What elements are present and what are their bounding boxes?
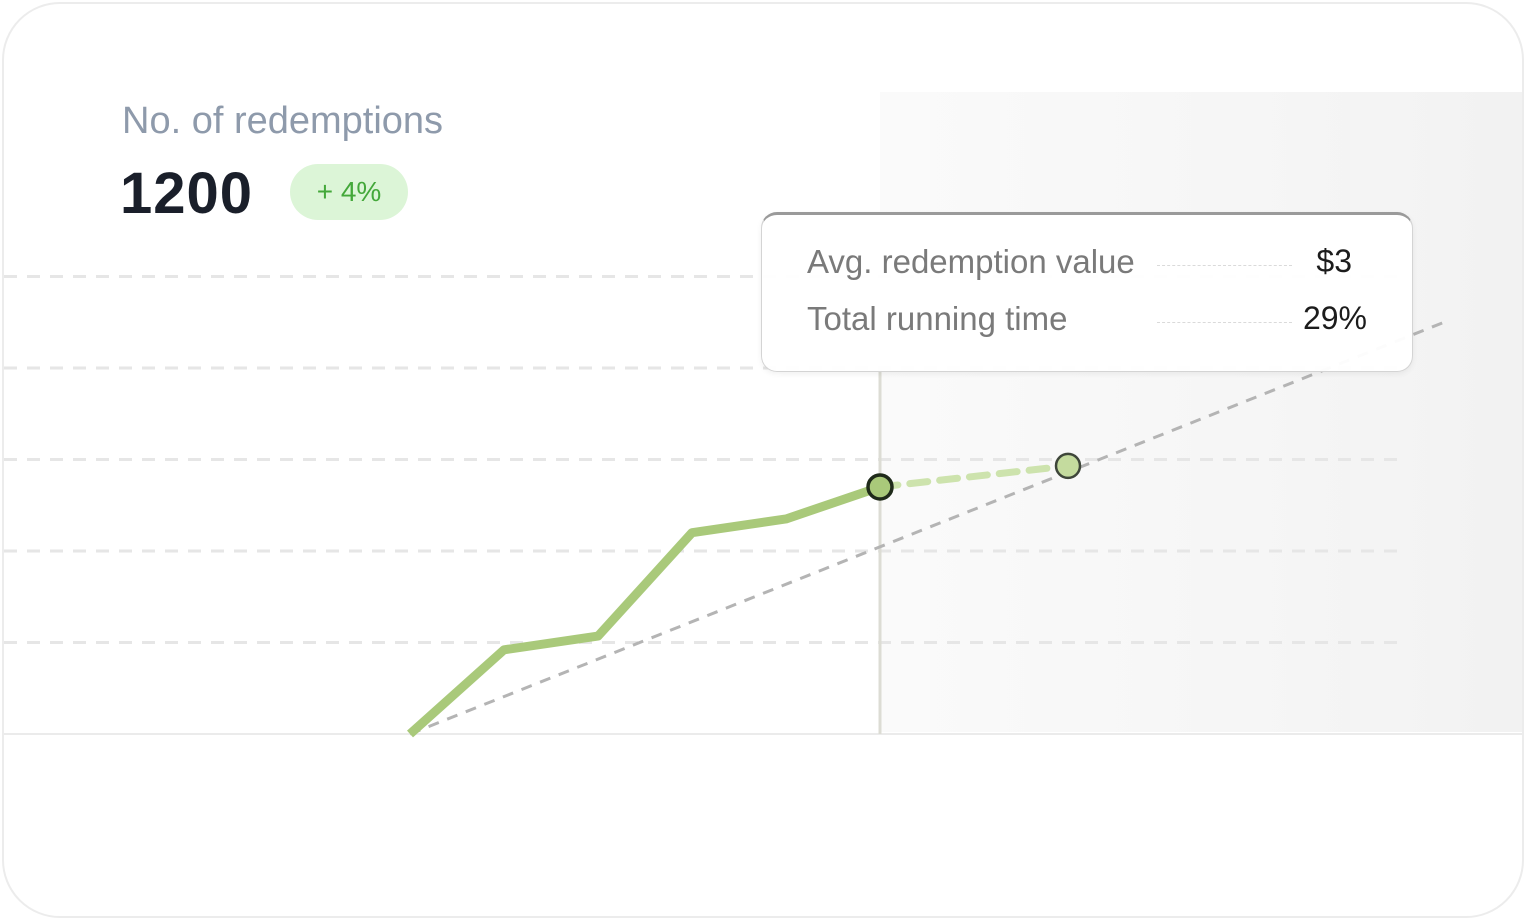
total-running-time-label: Total running time bbox=[807, 300, 1068, 337]
trend-line bbox=[409, 320, 1445, 736]
leader-line bbox=[1157, 265, 1292, 266]
projected-point bbox=[1054, 452, 1082, 480]
tooltip-row: Avg. redemption value $3 bbox=[807, 243, 1367, 287]
future-shade bbox=[880, 92, 1522, 732]
change-badge: + 4% bbox=[290, 164, 408, 220]
leader-line bbox=[1157, 322, 1292, 323]
redemption-count: 1200 bbox=[120, 161, 254, 226]
chart-tooltip: Avg. redemption value $3 Total running t… bbox=[761, 212, 1413, 372]
current-point bbox=[866, 473, 894, 501]
avg-redemption-value: $3 bbox=[1316, 243, 1352, 279]
actual-line bbox=[406, 482, 882, 738]
tooltip-row: Total running time 29% bbox=[807, 300, 1367, 344]
avg-redemption-value-label: Avg. redemption value bbox=[807, 243, 1135, 280]
chart-title: No. of redemptions bbox=[122, 100, 444, 142]
total-running-time-value: 29% bbox=[1302, 300, 1367, 336]
projection-line bbox=[876, 462, 1072, 491]
line-chart bbox=[4, 92, 1522, 738]
